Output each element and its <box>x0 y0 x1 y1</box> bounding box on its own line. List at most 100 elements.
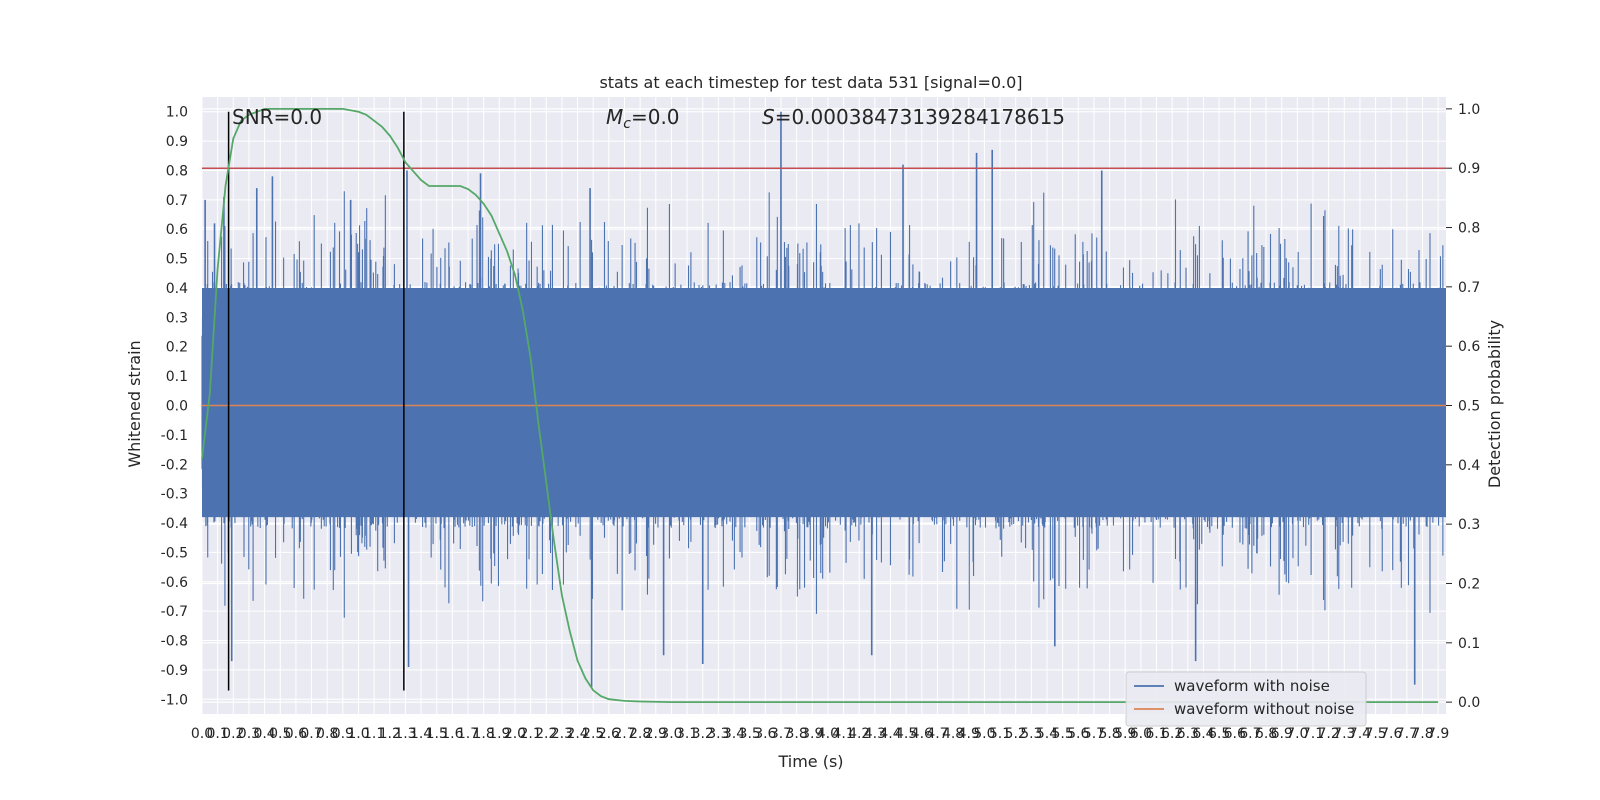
x-tick-label: 7.7 <box>1396 726 1418 742</box>
x-tick-label: 0.5 <box>269 726 291 742</box>
x-tick-label: 1.4 <box>410 726 432 742</box>
mc-symbol: M <box>606 105 623 129</box>
y-tick-label: -0.6 <box>161 575 188 591</box>
x-tick-label: 6.0 <box>1130 726 1152 742</box>
y-tick-label: -0.7 <box>161 604 188 620</box>
x-tick-label: 1.9 <box>488 726 510 742</box>
legend: waveform with noise waveform without noi… <box>1125 671 1367 727</box>
x-tick-label: 2.6 <box>598 726 620 742</box>
y-tick-label: 0.5 <box>166 252 188 268</box>
legend-label-noise: waveform with noise <box>1174 677 1330 695</box>
x-tick-label: 2.7 <box>613 726 635 742</box>
y-tick-label: 0.7 <box>166 193 188 209</box>
snr-annotation: SNR=0.0 <box>232 105 322 129</box>
noise-band <box>202 287 1446 518</box>
x-tick-label: 4.3 <box>864 726 886 742</box>
x-tick-label: 2.8 <box>629 726 651 742</box>
y2-tick-label: 0.1 <box>1458 636 1480 652</box>
x-tick-label: 4.8 <box>942 726 964 742</box>
x-tick-label: 5.6 <box>1067 726 1089 742</box>
x-tick-label: 6.7 <box>1239 726 1261 742</box>
x-tick-label: 6.3 <box>1177 726 1199 742</box>
x-tick-label: 7.6 <box>1380 726 1402 742</box>
y2-tick-label: 0.4 <box>1458 458 1480 474</box>
x-tick-label: 1.6 <box>441 726 463 742</box>
y-tick-label: 0.6 <box>166 222 188 238</box>
y-tick-labels: 1.0 0.9 0.8 0.7 0.6 0.5 0.4 0.3 0.2 0.1 0.0 -0.1 -0.… <box>161 105 188 709</box>
y-tick-label: 0.3 <box>166 310 188 326</box>
y-tick-label: -1.0 <box>161 692 188 708</box>
x-tick-label: 3.8 <box>785 726 807 742</box>
x-tick-label: 2.1 <box>519 726 541 742</box>
y-tick-label: 0.0 <box>166 399 188 415</box>
x-tick-label: 7.4 <box>1349 726 1371 742</box>
x-tick-label: 0.2 <box>222 726 244 742</box>
x-tick-label: 2.9 <box>645 726 667 742</box>
y-tick-label: 1.0 <box>166 105 188 121</box>
x-tick-label: 6.4 <box>1192 726 1214 742</box>
x-tick-label: 0.0 <box>191 726 213 742</box>
x-tick-label: 7.9 <box>1427 726 1449 742</box>
x-tick-label: 6.9 <box>1271 726 1293 742</box>
reference-lines <box>201 108 1446 703</box>
y-tick-label: 0.8 <box>166 163 188 179</box>
mc-annotation: Mc=0.0 <box>606 105 680 132</box>
x-tick-label: 7.0 <box>1286 726 1308 742</box>
x-tick-label: 3.9 <box>801 726 823 742</box>
y2-tick-label: 0.0 <box>1458 695 1480 711</box>
x-tick-label: 4.9 <box>958 726 980 742</box>
x-tick-label: 0.3 <box>238 726 260 742</box>
y2-tick-label: 1.0 <box>1458 102 1480 118</box>
x-tick-label: 1.7 <box>457 726 479 742</box>
mc-value: =0.0 <box>631 105 680 129</box>
x-tick-label: 3.2 <box>692 726 714 742</box>
x-tick-label: 5.5 <box>1051 726 1073 742</box>
x-tick-label: 3.7 <box>770 726 792 742</box>
legend-label-clean: waveform without noise <box>1174 700 1354 718</box>
x-tick-label: 1.5 <box>426 726 448 742</box>
x-tick-label: 0.6 <box>285 726 307 742</box>
x-tick-label: 0.9 <box>332 726 354 742</box>
x-tick-label: 2.0 <box>504 726 526 742</box>
s-value: =0.00038473139284178615 <box>775 105 1065 129</box>
x-tick-label: 7.1 <box>1302 726 1324 742</box>
x-tick-label: 4.5 <box>895 726 917 742</box>
x-tick-label: 7.3 <box>1333 726 1355 742</box>
x-tick-label: 5.9 <box>1114 726 1136 742</box>
x-tick-label: 5.7 <box>1083 726 1105 742</box>
x-axis-label: Time (s) <box>777 752 843 771</box>
x-tick-label: 3.3 <box>707 726 729 742</box>
x-tick-label: 3.1 <box>676 726 698 742</box>
y-tick-label: 0.9 <box>166 134 188 150</box>
y-tick-label: -0.9 <box>161 663 188 679</box>
y2-tick-label: 0.7 <box>1458 280 1480 296</box>
y-tick-label: -0.4 <box>161 516 188 532</box>
y-tick-label: -0.3 <box>161 487 188 503</box>
s-annotation: S=0.00038473139284178615 <box>762 105 1065 129</box>
x-tick-label: 5.3 <box>1020 726 1042 742</box>
x-tick-label: 5.0 <box>973 726 995 742</box>
noisy-waveform-series <box>201 111 1446 688</box>
x-tick-label: 1.1 <box>363 726 385 742</box>
x-tick-label: 6.6 <box>1224 726 1246 742</box>
x-tick-label: 5.8 <box>1098 726 1120 742</box>
y-tick-label: 0.2 <box>166 340 188 356</box>
x-tick-label: 2.2 <box>535 726 557 742</box>
x-tick-label: 6.1 <box>1145 726 1167 742</box>
x-tick-label: 6.8 <box>1255 726 1277 742</box>
x-tick-label: 4.4 <box>879 726 901 742</box>
x-tick-label: 5.1 <box>989 726 1011 742</box>
s-symbol: S <box>762 105 775 129</box>
x-tick-label: 7.2 <box>1318 726 1340 742</box>
y-tick-label: 0.1 <box>166 369 188 385</box>
y2-axis-label: Detection probability <box>1485 320 1504 488</box>
y-axis-label: Whitened strain <box>125 340 144 467</box>
y2-tick-label: 0.3 <box>1458 517 1480 533</box>
y2-tick-label: 0.9 <box>1458 161 1480 177</box>
y-tick-label: -0.8 <box>161 634 188 650</box>
mc-subscript: c <box>623 116 631 132</box>
y2-tick-label: 0.8 <box>1458 221 1480 237</box>
detection-probability-line <box>201 108 1439 703</box>
x-tick-label: 3.6 <box>754 726 776 742</box>
